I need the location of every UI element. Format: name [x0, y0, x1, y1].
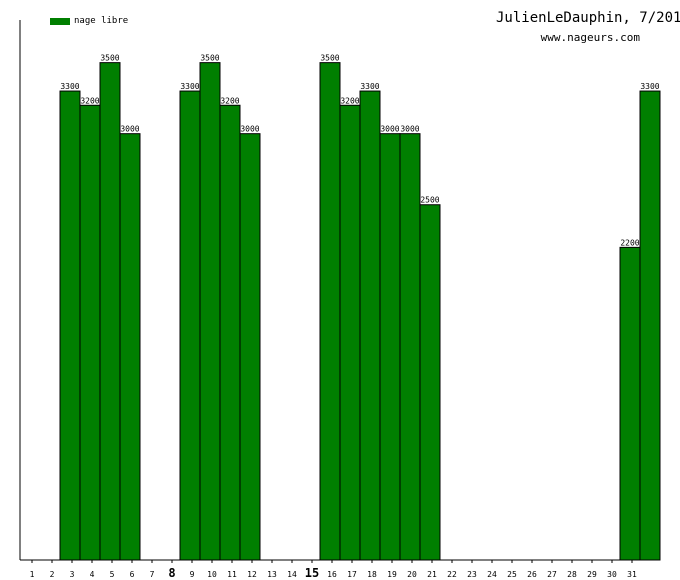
- x-tick-label: 7: [150, 570, 155, 579]
- bar: [219, 104, 241, 561]
- x-tick-label: 22: [447, 570, 457, 579]
- bar: [319, 62, 341, 561]
- bar-value-label: 3000: [240, 125, 259, 134]
- legend-label: nage libre: [74, 16, 129, 26]
- bar-value-label: 3500: [320, 54, 339, 63]
- site-url: www.nageurs.com: [540, 31, 640, 44]
- bar: [419, 204, 441, 561]
- legend: nage libre: [50, 16, 128, 26]
- bar-value-label: 3000: [380, 125, 399, 134]
- x-tick-label: 26: [527, 570, 537, 579]
- x-tick-label: 10: [207, 570, 217, 579]
- x-tick-label: 23: [467, 570, 477, 579]
- chart-title: JulienLeDauphin, 7/2019: [496, 10, 680, 26]
- x-tick-label: 14: [287, 570, 297, 579]
- bar-value-label: 3300: [180, 82, 199, 91]
- x-tick-label: 25: [507, 570, 517, 579]
- bar: [399, 133, 421, 561]
- x-tick-label: 12: [247, 570, 257, 579]
- x-tick-label: 18: [367, 570, 377, 579]
- x-tick-label: 28: [567, 570, 577, 579]
- bar-value-label: 3000: [400, 125, 419, 134]
- x-tick-label: 31: [627, 570, 637, 579]
- x-tick-label: 15: [305, 566, 319, 580]
- bar: [199, 62, 221, 561]
- x-tick-label: 1: [30, 570, 35, 579]
- bar-value-label: 3200: [220, 96, 239, 105]
- bar: [379, 133, 401, 561]
- bar-value-label: 3300: [360, 82, 379, 91]
- bar: [359, 90, 381, 561]
- x-tick-label: 3: [70, 570, 75, 579]
- x-tick-label: 6: [130, 570, 135, 579]
- x-tick-label: 8: [168, 566, 175, 580]
- bar: [639, 90, 661, 561]
- bar-value-label: 3500: [200, 54, 219, 63]
- bar-value-label: 3300: [60, 82, 79, 91]
- x-tick-label: 21: [427, 570, 437, 579]
- x-tick-label: 9: [190, 570, 195, 579]
- x-tick-label: 17: [347, 570, 357, 579]
- bar: [119, 133, 141, 561]
- x-tick-label: 20: [407, 570, 417, 579]
- bar-value-label: 3200: [340, 96, 359, 105]
- bar: [339, 104, 361, 561]
- bar: [99, 62, 121, 561]
- x-tick-label: 4: [90, 570, 95, 579]
- bar-value-label: 3500: [100, 54, 119, 63]
- bar: [619, 246, 641, 561]
- bar-value-label: 3200: [80, 96, 99, 105]
- bar: [179, 90, 201, 561]
- x-tick-label: 19: [387, 570, 397, 579]
- bar-value-label: 3300: [640, 82, 659, 91]
- bar: [79, 104, 101, 561]
- bar-value-label: 3000: [120, 125, 139, 134]
- x-tick-label: 5: [110, 570, 115, 579]
- bar-value-label: 2500: [420, 196, 439, 205]
- bar-value-label: 2200: [620, 238, 639, 247]
- legend-swatch: [50, 17, 70, 25]
- x-tick-label: 24: [487, 570, 497, 579]
- x-tick-label: 27: [547, 570, 557, 579]
- x-tick-label: 11: [227, 570, 237, 579]
- bar: [239, 133, 261, 561]
- x-tick-label: 29: [587, 570, 597, 579]
- x-tick-label: 2: [50, 570, 55, 579]
- x-tick-label: 16: [327, 570, 337, 579]
- x-tick-label: 13: [267, 570, 277, 579]
- x-tick-label: 30: [607, 570, 617, 579]
- bar: [59, 90, 81, 561]
